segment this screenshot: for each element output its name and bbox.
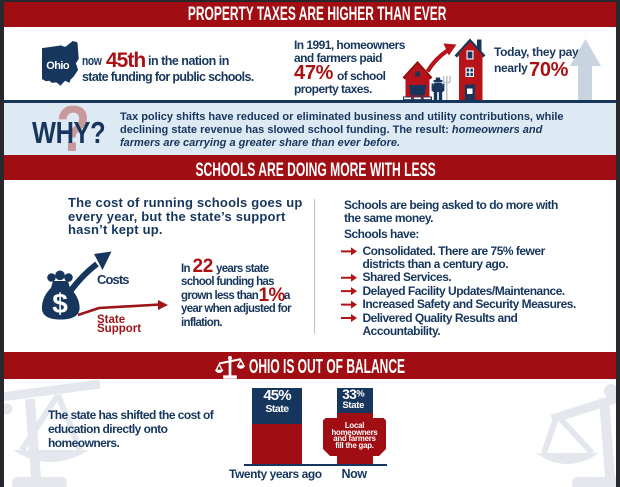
svg-text:Ohio: Ohio: [46, 59, 70, 71]
svg-text:$: $: [52, 288, 68, 319]
